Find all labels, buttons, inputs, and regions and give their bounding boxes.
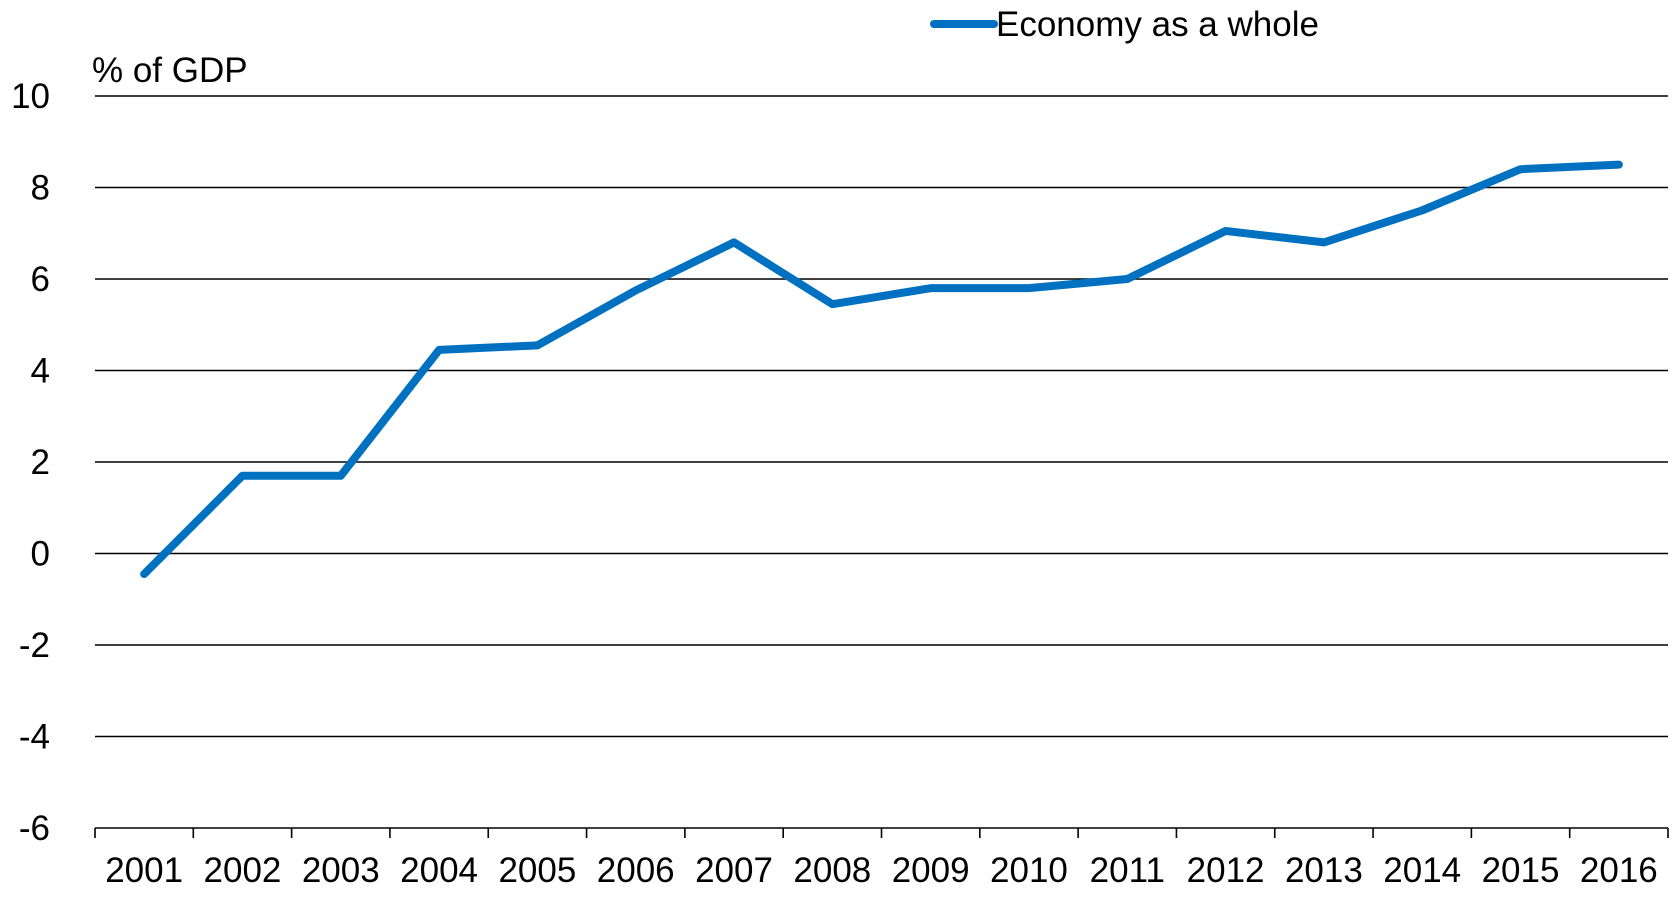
x-tick-label: 2007 [695,851,773,890]
data-point [140,570,148,578]
x-tick-label: 2002 [204,851,282,890]
y-tick-label: 8 [31,169,50,208]
x-tick-label: 2012 [1187,851,1265,890]
series-line [140,160,1623,579]
data-point [1615,161,1623,169]
data-point [828,300,836,308]
x-tick-label: 2001 [105,851,183,890]
data-point [927,284,935,292]
x-tick-label: 2016 [1580,851,1658,890]
x-tick-label: 2011 [1090,851,1165,890]
data-point [1025,284,1033,292]
x-axis: 2001 2002 2003 2004 2005 2006 2007 2008 2009 2010… [94,827,1669,890]
y-tick-label: 0 [31,535,50,574]
x-tick-label: 2006 [597,851,675,890]
data-point [632,286,640,294]
y-tick-label: -4 [19,718,50,757]
x-tick-label: 2004 [400,851,478,890]
data-point [730,238,738,246]
y-tick-label: -6 [19,809,50,848]
x-tick-label: 2010 [990,851,1068,890]
x-tick-label: 2005 [498,851,576,890]
y-tick-label: 4 [31,352,50,391]
y-tick-label: -2 [19,626,50,665]
x-tick-label: 2003 [302,851,380,890]
y-axis-unit-label: % of GDP [92,51,248,90]
data-point [1222,227,1230,235]
y-tick-label: 6 [31,260,50,299]
y-tick-label: 10 [11,77,50,116]
legend: Economy as a whole [930,5,1319,44]
x-tick-label: 2013 [1285,851,1363,890]
data-point [435,346,443,354]
data-point [1320,238,1328,246]
x-tick-label: 2014 [1383,851,1461,890]
data-point [1418,206,1426,214]
gridlines [95,95,1668,738]
data-point [238,472,246,480]
x-tick-label: 2009 [892,851,970,890]
x-tick-label: 2008 [793,851,871,890]
data-point [533,341,541,349]
y-axis: 10 8 6 4 2 0 -2 -4 -6 [11,77,50,848]
series-lines [140,160,1623,579]
y-tick-label: 2 [31,443,50,482]
data-point [1517,165,1525,173]
x-tick-label: 2015 [1482,851,1560,890]
data-point [337,472,345,480]
legend-label: Economy as a whole [996,5,1319,44]
data-point [1123,275,1131,283]
